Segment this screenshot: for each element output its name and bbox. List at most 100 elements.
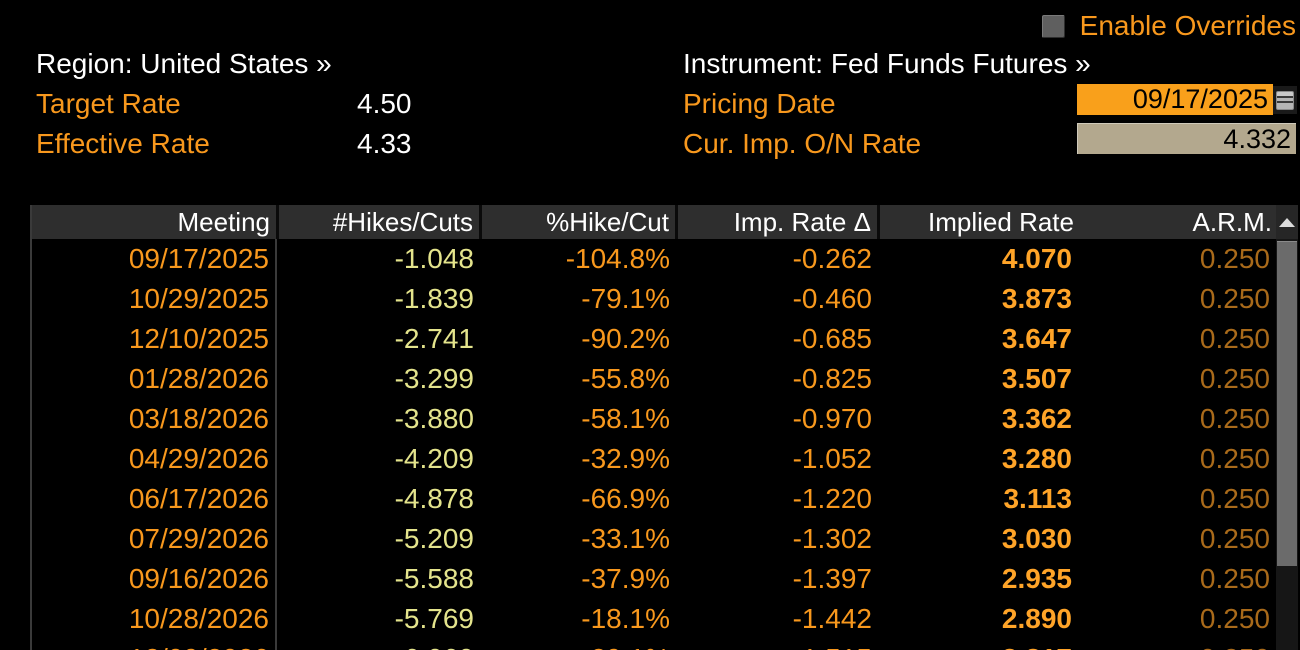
hikes-cuts-cell: -5.209: [394, 523, 474, 554]
arm-cell: 0.250: [1199, 603, 1270, 634]
hikes-cuts-cell: -3.880: [394, 403, 474, 434]
implied-rate-cell: 3.280: [1001, 443, 1072, 474]
meeting-cell: 10/28/2026: [32, 599, 277, 639]
calendar-button[interactable]: [1273, 86, 1297, 114]
implied-rate-cell: 4.070: [1001, 243, 1072, 274]
table-row[interactable]: 12/10/2025 -2.741 -90.2% -0.685 3.647 0.…: [32, 319, 1276, 359]
implied-rate-cell: 2.890: [1001, 603, 1072, 634]
imp-rate-delta-cell: -0.262: [792, 243, 872, 274]
scroll-up-icon: [1279, 217, 1295, 227]
imp-rate-delta-cell: -1.220: [792, 483, 872, 514]
table-row[interactable]: 04/29/2026 -4.209 -32.9% -1.052 3.280 0.…: [32, 439, 1276, 479]
hikes-cuts-cell: -5.769: [394, 603, 474, 634]
pct-hike-cut-cell: -18.1%: [581, 603, 670, 634]
table-body: 09/17/2025 -1.048 -104.8% -0.262 4.070 0…: [32, 239, 1276, 650]
pct-hike-cut-cell: -29.1%: [480, 639, 676, 650]
arm-cell: 0.250: [1199, 483, 1270, 514]
meeting-cell: 01/28/2026: [32, 359, 277, 399]
col-header-implied-rate[interactable]: Implied Rate: [928, 207, 1074, 237]
table-row[interactable]: 10/29/2025 -1.839 -79.1% -0.460 3.873 0.…: [32, 279, 1276, 319]
imp-rate-delta-cell: -0.970: [792, 403, 872, 434]
enable-overrides-label[interactable]: Enable Overrides: [1079, 10, 1296, 41]
meeting-cell: 03/18/2026: [32, 399, 277, 439]
pricing-date-input[interactable]: 09/17/2025: [1077, 84, 1273, 115]
imp-rate-delta-cell: -0.685: [792, 323, 872, 354]
meeting-cell: 04/29/2026: [32, 439, 277, 479]
implied-rate-cell: 3.507: [1001, 363, 1072, 394]
meeting-cell: 09/17/2025: [32, 239, 277, 279]
scroll-up-button[interactable]: [1276, 205, 1298, 239]
target-rate-value: 4.50: [357, 88, 412, 119]
imp-rate-delta-cell: -1.515: [676, 639, 878, 650]
meeting-cell: 10/29/2025: [32, 279, 277, 319]
imp-rate-delta-cell: -0.825: [792, 363, 872, 394]
implied-rate-cell: 2.817: [878, 639, 1078, 650]
pct-hike-cut-cell: -33.1%: [581, 523, 670, 554]
hikes-cuts-cell: -1.048: [394, 243, 474, 274]
implied-rate-cell: 3.030: [1001, 523, 1072, 554]
table-row[interactable]: 03/18/2026 -3.880 -58.1% -0.970 3.362 0.…: [32, 399, 1276, 439]
arm-cell: 0.250: [1199, 563, 1270, 594]
table-scrollbar: [1276, 205, 1298, 650]
hikes-cuts-cell: -2.741: [394, 323, 474, 354]
arm-cell: 0.250: [1199, 403, 1270, 434]
table-row[interactable]: 01/28/2026 -3.299 -55.8% -0.825 3.507 0.…: [32, 359, 1276, 399]
pct-hike-cut-cell: -37.9%: [581, 563, 670, 594]
pct-hike-cut-cell: -55.8%: [581, 363, 670, 394]
imp-rate-delta-cell: -1.397: [792, 563, 872, 594]
col-header-meeting[interactable]: Meeting: [32, 205, 279, 239]
hikes-cuts-cell: -5.588: [394, 563, 474, 594]
table-row[interactable]: 10/28/2026 -5.769 -18.1% -1.442 2.890 0.…: [32, 599, 1276, 639]
table-row[interactable]: 06/17/2026 -4.878 -66.9% -1.220 3.113 0.…: [32, 479, 1276, 519]
scrollbar-thumb[interactable]: [1277, 241, 1297, 566]
cur-imp-rate-label: Cur. Imp. O/N Rate: [683, 128, 922, 159]
hikes-cuts-cell: -1.839: [394, 283, 474, 314]
implied-rate-cell: 3.113: [1003, 483, 1072, 514]
arm-cell: 0.250: [1199, 523, 1270, 554]
col-header-pct-hike-cut[interactable]: %Hike/Cut: [482, 205, 678, 239]
arm-cell: 0.250: [1199, 283, 1270, 314]
pct-hike-cut-cell: -32.9%: [581, 443, 670, 474]
arm-cell: 0.250: [1199, 323, 1270, 354]
hikes-cuts-cell: -3.299: [394, 363, 474, 394]
table-row[interactable]: 09/17/2025 -1.048 -104.8% -0.262 4.070 0…: [32, 239, 1276, 279]
arm-cell: 0.250: [1199, 443, 1270, 474]
meeting-cell: 07/29/2026: [32, 519, 277, 559]
meeting-cell: 06/17/2026: [32, 479, 277, 519]
col-header-arm[interactable]: A.R.M.: [1192, 207, 1272, 237]
arm-cell: 0.250: [1078, 639, 1276, 650]
imp-rate-delta-cell: -1.442: [792, 603, 872, 634]
meeting-cell: 12/10/2025: [32, 319, 277, 359]
enable-overrides-row: Enable Overrides: [1041, 10, 1296, 42]
enable-overrides-checkbox[interactable]: [1041, 14, 1065, 38]
table-row[interactable]: 09/16/2026 -5.588 -37.9% -1.397 2.935 0.…: [32, 559, 1276, 599]
meetings-table: Meeting #Hikes/Cuts %Hike/Cut Imp. Rate …: [30, 205, 1298, 650]
meeting-cell: 09/16/2026: [32, 559, 277, 599]
target-rate-label: Target Rate: [36, 88, 181, 119]
imp-rate-delta-cell: -1.302: [792, 523, 872, 554]
arm-cell: 0.250: [1199, 363, 1270, 394]
meeting-cell: 12/09/2026: [32, 639, 277, 650]
implied-rate-cell: 3.362: [1001, 403, 1072, 434]
table-row[interactable]: 12/09/2026 -6.060 -29.1% -1.515 2.817 0.…: [32, 639, 1276, 650]
arm-cell: 0.250: [1199, 243, 1270, 274]
pct-hike-cut-cell: -79.1%: [581, 283, 670, 314]
pct-hike-cut-cell: -90.2%: [581, 323, 670, 354]
pricing-date-label: Pricing Date: [683, 88, 836, 119]
col-header-imp-rate-delta[interactable]: Imp. Rate Δ: [678, 205, 880, 239]
instrument-link[interactable]: Instrument: Fed Funds Futures »: [683, 48, 1091, 79]
calendar-icon: [1276, 90, 1294, 110]
implied-rate-cell: 3.873: [1001, 283, 1072, 314]
col-header-hikes-cuts[interactable]: #Hikes/Cuts: [279, 205, 482, 239]
implied-rate-cell: 3.647: [1001, 323, 1072, 354]
region-link[interactable]: Region: United States »: [36, 48, 332, 79]
pct-hike-cut-cell: -58.1%: [581, 403, 670, 434]
table-row[interactable]: 07/29/2026 -5.209 -33.1% -1.302 3.030 0.…: [32, 519, 1276, 559]
effective-rate-value: 4.33: [357, 128, 412, 159]
effective-rate-label: Effective Rate: [36, 128, 210, 159]
pct-hike-cut-cell: -66.9%: [581, 483, 670, 514]
table-header: Meeting #Hikes/Cuts %Hike/Cut Imp. Rate …: [32, 205, 1298, 239]
pct-hike-cut-cell: -104.8%: [565, 243, 670, 274]
hikes-cuts-cell: -6.060: [277, 639, 480, 650]
cur-imp-rate-input[interactable]: 4.332: [1077, 123, 1296, 154]
